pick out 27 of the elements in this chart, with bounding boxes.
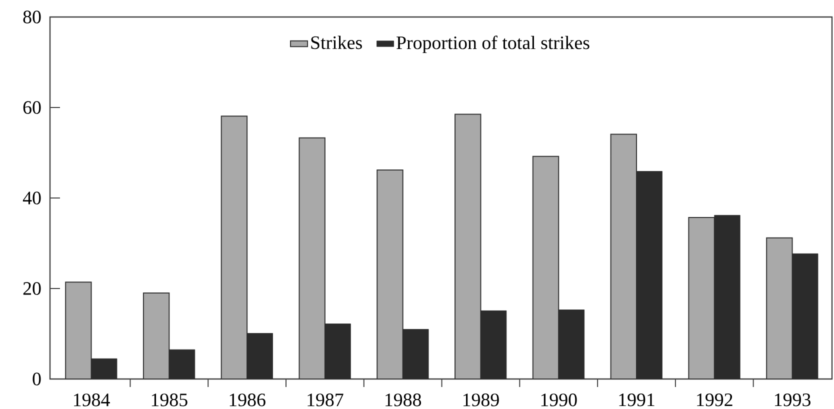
bar: [298, 137, 326, 379]
bar: [532, 156, 560, 379]
bar: [766, 237, 793, 379]
y-tick-label: 80: [23, 10, 41, 24]
x-tick-label: 1992: [697, 394, 732, 406]
x-tick-label: 1988: [386, 394, 422, 406]
x-tick-label: 1987: [308, 394, 344, 406]
bar: [220, 116, 248, 379]
legend-label: Proportion of total strikes: [396, 36, 590, 54]
bar: [454, 114, 482, 379]
x-tick-label: 1985: [152, 394, 188, 406]
y-tick-label: 40: [22, 192, 41, 204]
bar: [376, 169, 404, 379]
y-tick-label: 60: [23, 101, 41, 114]
y-tick-label: 0: [32, 372, 41, 386]
x-tick-label: 1990: [541, 394, 577, 406]
x-tick-label: 1986: [230, 394, 266, 406]
x-tick-label: 1984: [74, 394, 110, 406]
bar: [142, 292, 170, 379]
bar: [688, 216, 715, 379]
x-tick-label: 1991: [619, 394, 654, 406]
x-tick-label: 1989: [463, 394, 499, 406]
y-tick-label: 20: [23, 282, 41, 295]
bar: [610, 134, 638, 379]
bar: [65, 282, 92, 379]
x-tick-label: 1993: [775, 394, 810, 406]
legend-label: Strikes: [311, 36, 362, 50]
